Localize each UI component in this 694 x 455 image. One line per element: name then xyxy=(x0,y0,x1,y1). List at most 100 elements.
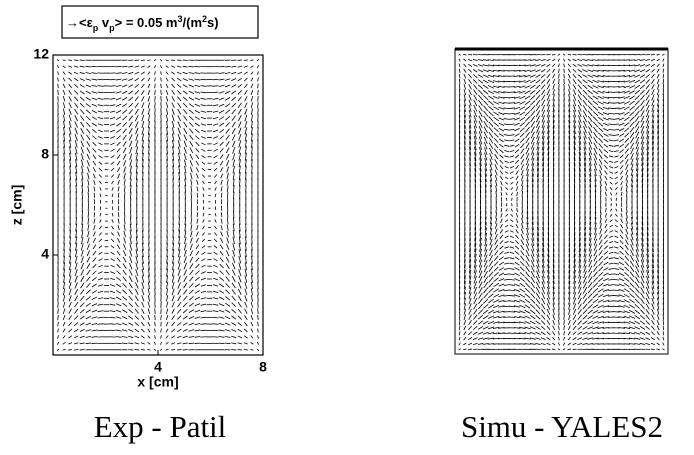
vector xyxy=(598,158,603,165)
vector xyxy=(237,115,242,122)
vector xyxy=(588,157,592,166)
vector xyxy=(194,322,201,326)
vector xyxy=(603,272,609,276)
vector xyxy=(86,166,90,173)
vector xyxy=(619,240,624,245)
vector xyxy=(238,121,242,128)
vector xyxy=(657,130,660,140)
vector xyxy=(122,263,127,269)
vector xyxy=(195,270,200,275)
vector xyxy=(147,301,151,308)
vector xyxy=(514,112,521,116)
vector xyxy=(172,236,174,245)
vector xyxy=(124,211,126,218)
vector xyxy=(488,95,494,100)
vector xyxy=(504,262,510,265)
vector xyxy=(609,187,613,191)
vector xyxy=(472,63,478,67)
vector xyxy=(604,229,608,234)
vector xyxy=(483,298,489,304)
vector xyxy=(592,85,599,89)
vector xyxy=(514,143,520,148)
vector xyxy=(662,325,665,331)
vector xyxy=(473,270,477,279)
vector xyxy=(85,103,91,108)
vector xyxy=(541,120,545,129)
vector xyxy=(116,129,122,133)
vector xyxy=(62,77,66,82)
vector xyxy=(487,79,495,83)
vector xyxy=(463,280,466,290)
vector xyxy=(463,63,467,68)
vector xyxy=(530,292,536,299)
vector xyxy=(80,134,85,141)
vector xyxy=(541,99,546,107)
vector xyxy=(147,281,150,290)
vector xyxy=(250,65,254,68)
vector xyxy=(552,297,555,305)
vector xyxy=(483,259,488,268)
vector xyxy=(547,109,550,118)
vector xyxy=(237,108,242,115)
vector xyxy=(482,309,489,315)
vector xyxy=(232,230,235,238)
vector xyxy=(97,129,103,133)
vector xyxy=(110,232,115,236)
vector xyxy=(552,135,555,145)
vector xyxy=(625,174,629,181)
vector xyxy=(482,64,489,67)
vector xyxy=(73,322,79,327)
vector xyxy=(80,121,85,128)
vector xyxy=(244,108,248,115)
vector xyxy=(110,238,115,243)
vector xyxy=(176,342,182,345)
vector xyxy=(226,153,230,160)
vector xyxy=(141,249,144,258)
vector xyxy=(646,120,650,129)
vector xyxy=(171,71,176,75)
vector xyxy=(213,251,218,255)
vector xyxy=(212,97,219,100)
vector xyxy=(587,287,593,294)
vector xyxy=(604,180,608,186)
vector xyxy=(160,341,162,345)
vector xyxy=(618,122,625,126)
vector xyxy=(189,153,193,160)
vector xyxy=(177,102,182,108)
vector xyxy=(610,208,613,212)
vector xyxy=(641,243,644,252)
vector xyxy=(92,237,96,243)
vector xyxy=(468,125,472,135)
vector xyxy=(619,245,624,250)
vector xyxy=(645,94,650,101)
vector xyxy=(526,222,529,230)
vector xyxy=(618,96,625,99)
vector xyxy=(646,259,650,269)
vector xyxy=(244,89,248,95)
vector xyxy=(109,117,116,120)
vector xyxy=(530,110,536,117)
vector xyxy=(629,137,635,144)
vector xyxy=(472,59,478,62)
vector xyxy=(190,217,193,225)
vector xyxy=(135,268,139,277)
vector xyxy=(573,292,577,300)
vector xyxy=(166,242,168,251)
vector xyxy=(498,288,505,292)
vector xyxy=(582,337,588,340)
vector xyxy=(468,297,472,305)
vector xyxy=(478,254,483,263)
vector xyxy=(188,329,195,332)
vector xyxy=(86,256,91,263)
vector xyxy=(608,112,615,115)
vector xyxy=(603,261,609,266)
vector xyxy=(568,248,571,258)
vector xyxy=(227,211,229,218)
vector xyxy=(91,329,98,332)
vector xyxy=(195,250,200,256)
vector xyxy=(625,169,629,176)
vector xyxy=(489,227,493,235)
vector xyxy=(498,101,505,105)
vector xyxy=(194,110,201,114)
vector xyxy=(141,301,145,308)
